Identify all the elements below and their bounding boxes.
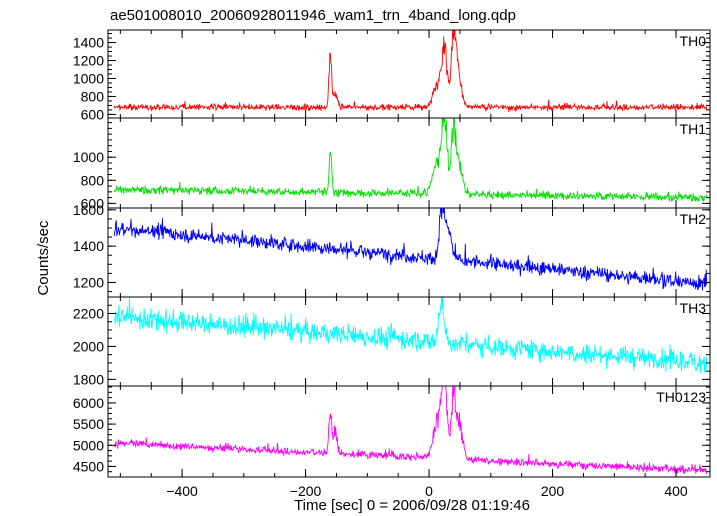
panel-label-th3: TH3 — [680, 300, 707, 316]
y-tick-label: 800 — [81, 88, 105, 104]
x-axis-label: Time [sec] 0 = 2006/09/28 01:19:46 — [294, 497, 530, 514]
x-tick-label: 0 — [425, 483, 433, 499]
y-tick-label: 1800 — [73, 371, 104, 387]
y-tick-label: 1200 — [73, 53, 104, 69]
x-tick-label: −200 — [290, 483, 322, 499]
y-tick-label: 1000 — [73, 149, 104, 165]
x-tick-label: 200 — [541, 483, 565, 499]
light-curve-th2 — [113, 208, 708, 291]
x-tick-label: 400 — [664, 483, 688, 499]
y-tick-label: 1000 — [73, 70, 104, 86]
y-tick-label: 6000 — [73, 395, 104, 411]
x-axis: −400 −200 0 200 400 — [166, 483, 688, 499]
y-tick-label: 1600 — [73, 202, 104, 218]
y-axis-label: Counts/sec — [35, 220, 52, 296]
y-tick-label: 5000 — [73, 437, 104, 453]
panel-label-th2: TH2 — [680, 211, 707, 227]
panel-th2: 1200 1400 1600 TH2 — [73, 202, 711, 298]
y-tick-label: 5500 — [73, 416, 104, 432]
light-curve-th1 — [113, 118, 708, 203]
y-tick-label: 4500 — [73, 458, 104, 474]
y-tick-label: 1400 — [73, 35, 104, 51]
panel-label-th1: TH1 — [680, 121, 707, 137]
light-curve-th0 — [113, 30, 708, 113]
y-tick-label: 800 — [81, 172, 105, 188]
x-tick-label: −400 — [166, 483, 198, 499]
y-tick-label: 2000 — [73, 338, 104, 354]
panel-th0123: 4500 5000 5500 6000 TH0123 — [73, 385, 711, 478]
light-curve-th3 — [114, 297, 708, 373]
light-curve-th0123 — [113, 386, 708, 474]
y-tick-label: 1400 — [73, 238, 104, 254]
panel-th1: 600 800 1000 TH1 — [73, 117, 711, 211]
panel-frame — [107, 385, 711, 478]
panel-frame — [107, 29, 711, 119]
y-tick-label: 1200 — [73, 274, 104, 290]
panel-th3: 1800 2000 2200 TH3 — [73, 296, 711, 387]
chart-title: ae501008010_20060928011946_wam1_trn_4ban… — [110, 7, 516, 24]
y-tick-label: 2200 — [73, 305, 104, 321]
panel-frame — [107, 207, 711, 298]
panel-label-th0123: TH0123 — [656, 389, 706, 405]
y-tick-label: 600 — [81, 106, 105, 122]
y-tick-label: 600 — [81, 195, 105, 211]
panel-label-th0: TH0 — [680, 33, 707, 49]
